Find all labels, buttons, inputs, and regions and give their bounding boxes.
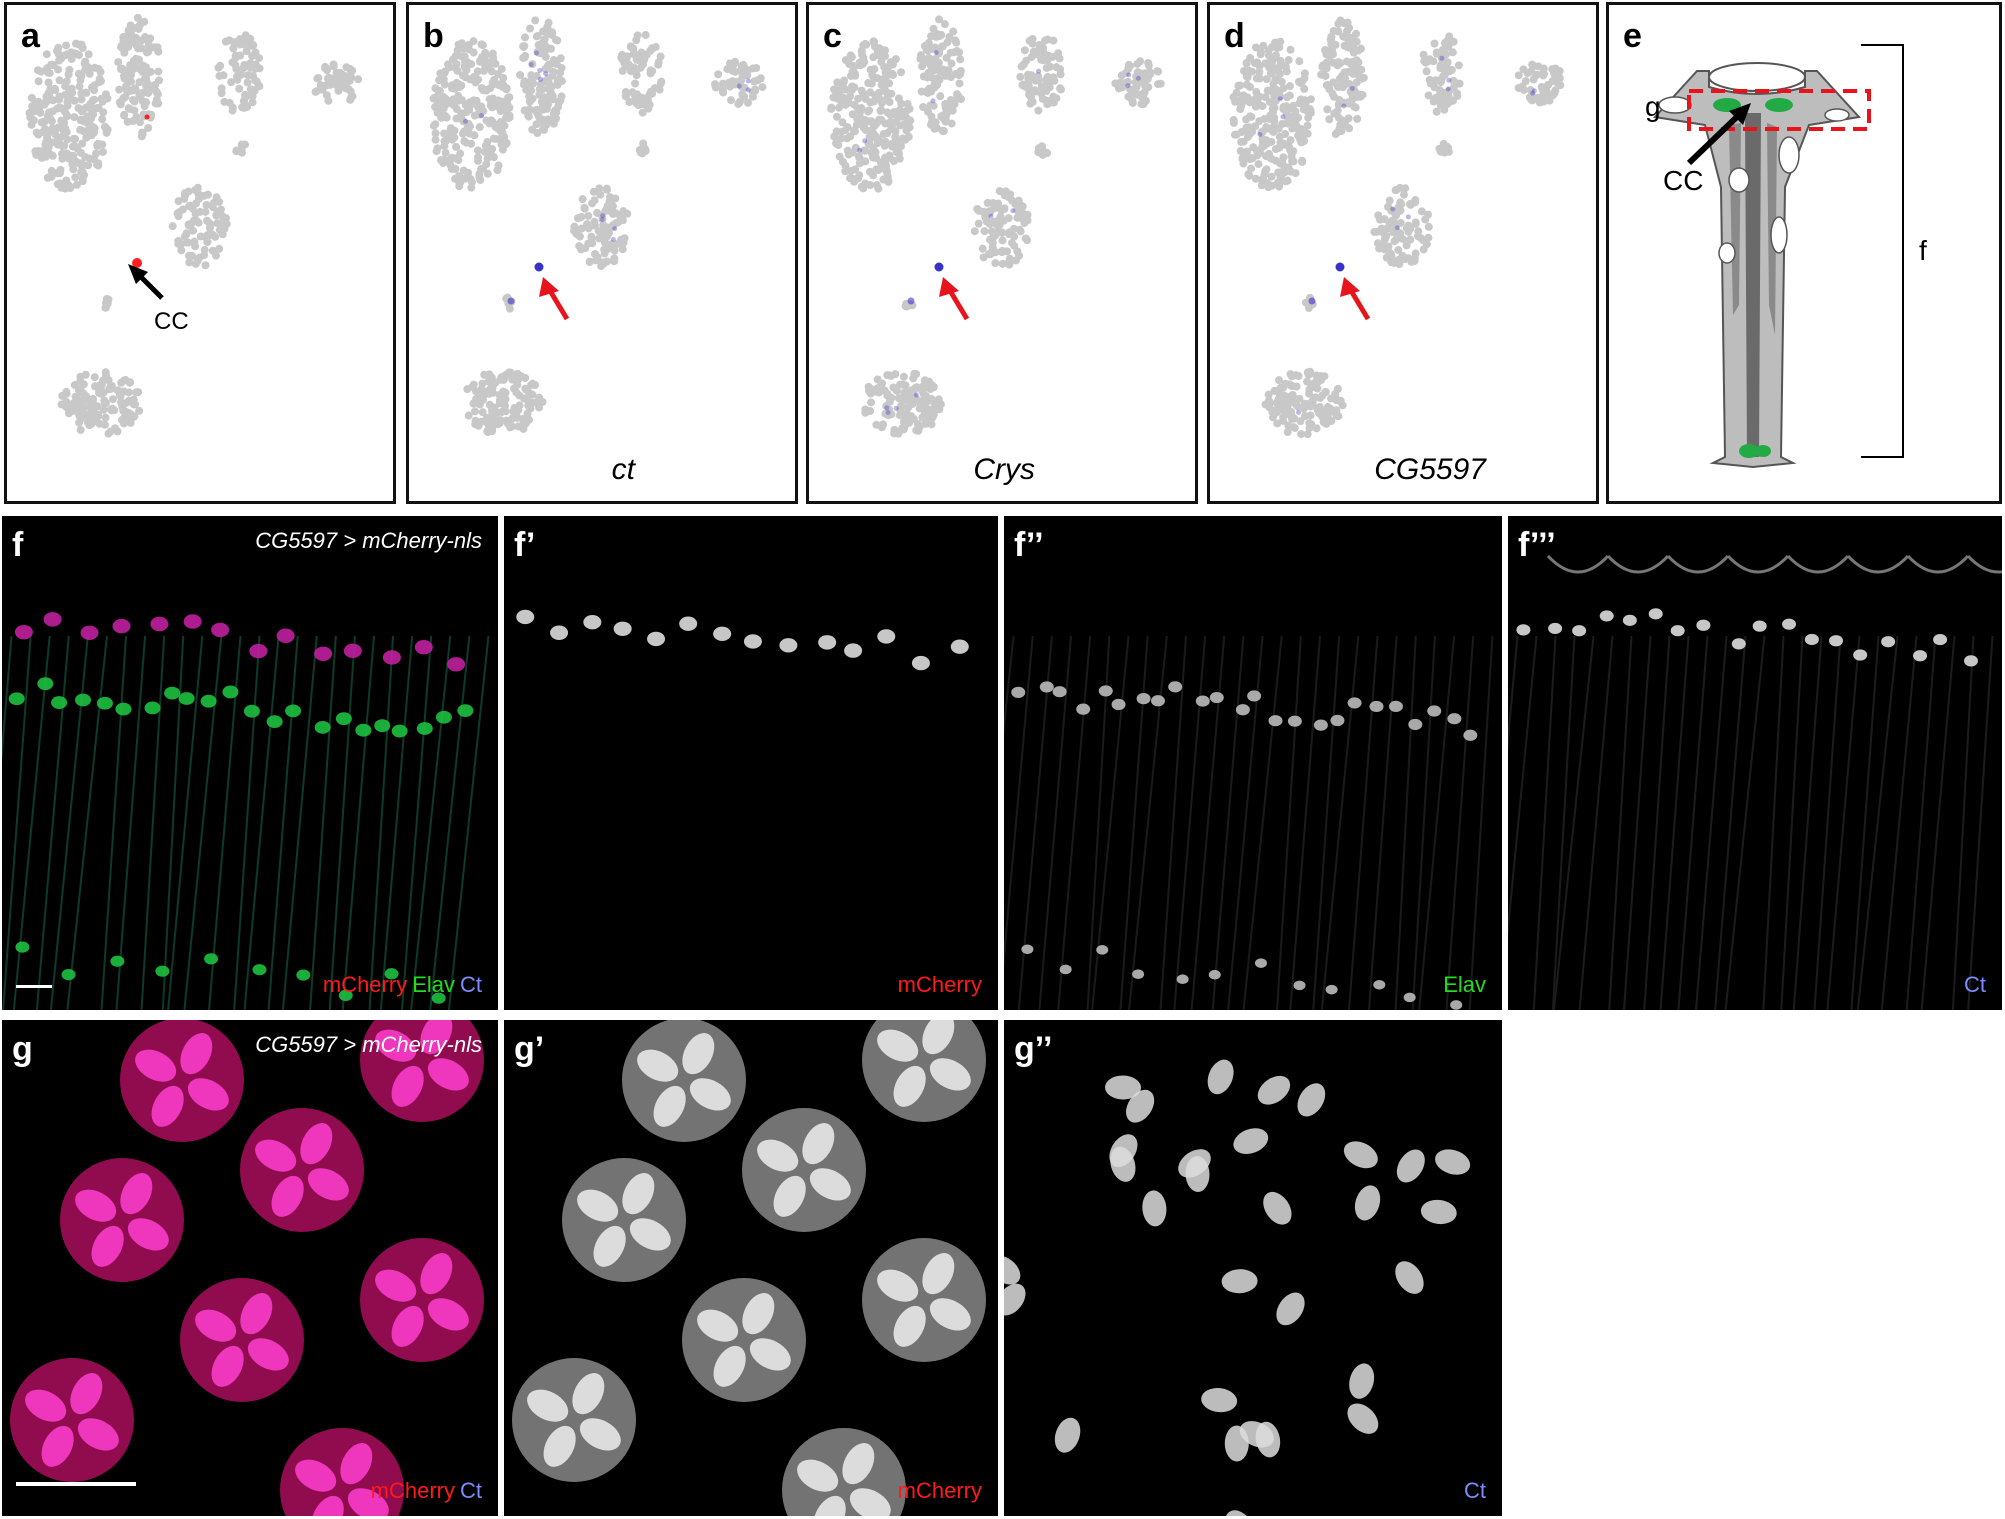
channel-label-g-prime: mCherry [897,1478,982,1503]
umap-plot-a [25,13,363,438]
channel-elav: Elav [412,972,455,997]
panel-a: a [4,2,396,504]
channel-legend-g: mCherry Ct [366,1478,482,1504]
micrograph-f-double-prime [1004,635,1494,1010]
genotype-caption-f: CG5597 > mCherry-nls [255,528,482,553]
channel-label-g-double-prime: Ct [1464,1478,1486,1503]
genotype-caption-g: CG5597 > mCherry-nls [255,1032,482,1057]
panel-label-f: f [12,526,24,564]
scale-bar-g [16,1482,136,1486]
channel-legend-f: mCherry Elav Ct [318,972,482,998]
panel-g-double-prime: g’’ Ct [1004,1020,1502,1516]
channel-ct: Ct [460,972,482,997]
gene-label-cg5597: CG5597 [1374,453,1486,486]
box-label-g: g [1645,91,1661,122]
channel-label-f-prime: mCherry [897,972,982,997]
antenna-schematic [1653,44,1904,469]
micrograph-g-double-prime [1004,1059,1471,1516]
panel-d: d CG5597 [1207,2,1599,504]
micrograph-f [2,612,490,1010]
channel-mcherry: mCherry [370,1478,455,1503]
panel-label-f-double-prime: f’’ [1014,526,1044,564]
micrograph-f-prime [516,609,969,671]
bracket-label-f: f [1919,235,1927,266]
panel-c: c Crys [806,2,1198,504]
panel-b: b ct [406,2,798,504]
panel-f-double-prime: f’’ Elav [1004,516,1502,1010]
cone-cell-label: CC [1663,165,1704,196]
scale-bar-f [16,985,52,988]
panel-label-a: a [21,17,40,55]
panel-f-prime: f’ mCherry [504,516,998,1010]
micrograph-g-prime [512,1020,986,1516]
panel-label-b: b [423,17,444,55]
umap-plot-c [827,15,1165,438]
channel-ct: Ct [460,1478,482,1503]
panel-label-e: e [1623,17,1642,55]
channel-mcherry: mCherry [322,972,408,997]
umap-plot-d [1229,16,1565,439]
panel-label-d: d [1224,17,1245,55]
channel-label-f-double-prime: Elav [1443,972,1486,997]
umap-plot-b [429,16,767,437]
gene-label-crys: Crys [973,453,1035,486]
gene-label-ct: ct [611,453,635,486]
panel-label-g-prime: g’ [514,1030,545,1068]
panel-label-g: g [12,1030,33,1068]
panel-g-prime: g’ mCherry [504,1020,998,1516]
panel-label-g-double-prime: g’’ [1014,1030,1053,1068]
micrograph-f-triple-prime [1508,554,2002,1010]
channel-label-f-triple-prime: Ct [1964,972,1986,997]
panel-g: g CG5597 > mCherry-nls mCherry Ct [2,1020,498,1516]
panel-f-triple-prime: f’’’ Ct [1508,516,2002,1010]
micrograph-g [10,1020,484,1516]
panel-label-f-prime: f’ [514,526,536,564]
panel-label-f-triple-prime: f’’’ [1518,526,1556,564]
panel-label-c: c [823,17,842,55]
panel-f: f CG5597 > mCherry-nls mCherry Elav Ct [2,516,498,1010]
panel-e: e g CC f [1606,2,2002,504]
